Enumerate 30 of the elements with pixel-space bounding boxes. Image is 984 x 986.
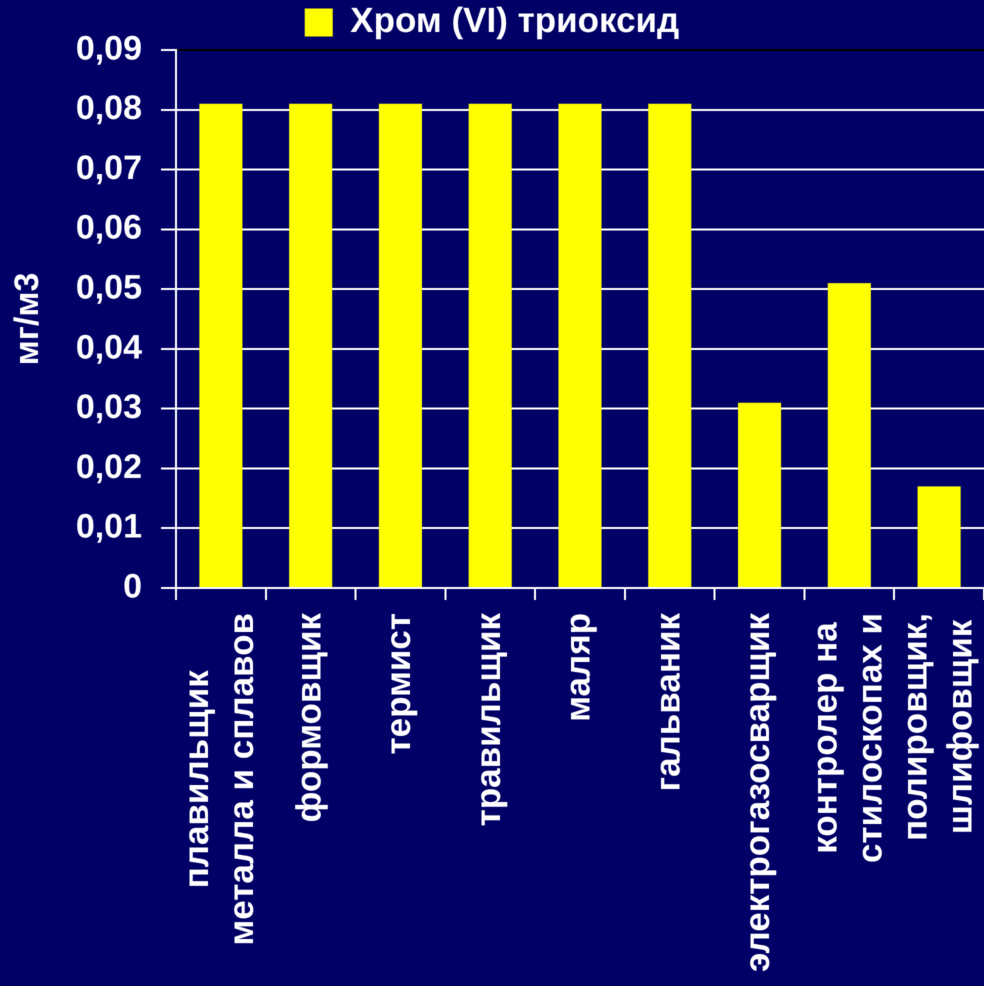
y-tick-label: 0 <box>123 567 142 606</box>
x-tick-label: гальваник <box>648 612 688 792</box>
bar <box>738 402 782 587</box>
y-tick-label: 0,02 <box>76 448 142 486</box>
bar <box>378 104 422 587</box>
x-tick-label: формовщик <box>289 612 328 822</box>
x-tick-label: маляр <box>558 612 598 722</box>
legend-label: Хром (VI) триоксид <box>350 1 680 40</box>
y-tick-label: 0,05 <box>76 268 142 306</box>
bar <box>199 104 242 587</box>
y-tick-label: 0,01 <box>76 508 142 546</box>
x-tick-label: полировщик, шлифовщик <box>895 612 980 841</box>
y-tick-label: 0,03 <box>76 388 142 426</box>
y-axis-title: мг/м3 <box>8 272 46 366</box>
x-tick-label: травильщик <box>468 612 508 826</box>
y-tick-label: 0,07 <box>76 148 142 187</box>
x-tick-label: термист <box>379 612 418 755</box>
y-tick-label: 0,08 <box>76 89 142 128</box>
y-tick-label: 0,06 <box>76 208 142 247</box>
x-tick-label: плавильщик металла и сплавов <box>177 613 262 946</box>
y-tick-label: 0,09 <box>76 29 142 68</box>
bar <box>558 104 602 587</box>
bar <box>648 104 692 587</box>
y-tick-label: 0,04 <box>76 328 142 366</box>
x-tick-label: электрогазосварщик <box>738 612 778 972</box>
x-tick-label: контролер на стилоскопах и <box>805 612 890 864</box>
bar <box>468 104 512 587</box>
bar <box>918 486 961 587</box>
bar <box>289 104 332 587</box>
bar <box>828 283 871 587</box>
